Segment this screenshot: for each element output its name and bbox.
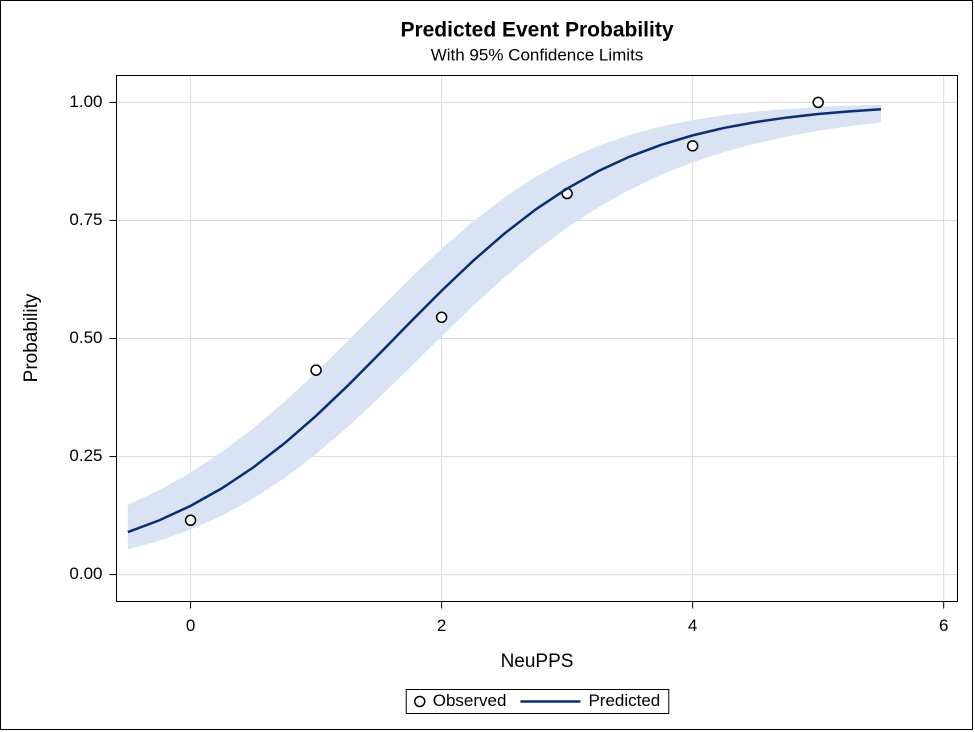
x-tick-label: 2 [437, 616, 446, 635]
x-tick-label: 6 [939, 616, 948, 635]
observed-point [310, 364, 322, 376]
y-tick-label: 0.25 [69, 446, 102, 465]
confidence-band [127, 104, 881, 550]
legend-marker [413, 695, 426, 708]
chart-subtitle: With 95% Confidence Limits [431, 45, 644, 64]
predicted-line [127, 107, 882, 534]
plot-area [116, 75, 958, 602]
y-tick-label: 0.75 [69, 210, 102, 229]
y-tick-label: 0.50 [69, 328, 102, 347]
legend: Observed Predicted [405, 689, 670, 714]
observed-point [435, 311, 448, 324]
y-axis-label: Probability [21, 293, 42, 382]
observed-point [686, 140, 699, 152]
chart-title: Predicted Event Probability [400, 19, 673, 42]
legend-label: Observed [433, 691, 507, 710]
legend-label: Predicted [588, 691, 660, 710]
y-tick-label: 0.00 [69, 564, 102, 583]
x-tick-label: 0 [186, 616, 195, 635]
y-tick-label: 1.00 [69, 92, 102, 111]
x-tick-label: 4 [688, 616, 697, 635]
observed-point [184, 514, 197, 527]
x-axis-label: NeuPPS [501, 651, 574, 672]
observed-point [812, 96, 824, 109]
